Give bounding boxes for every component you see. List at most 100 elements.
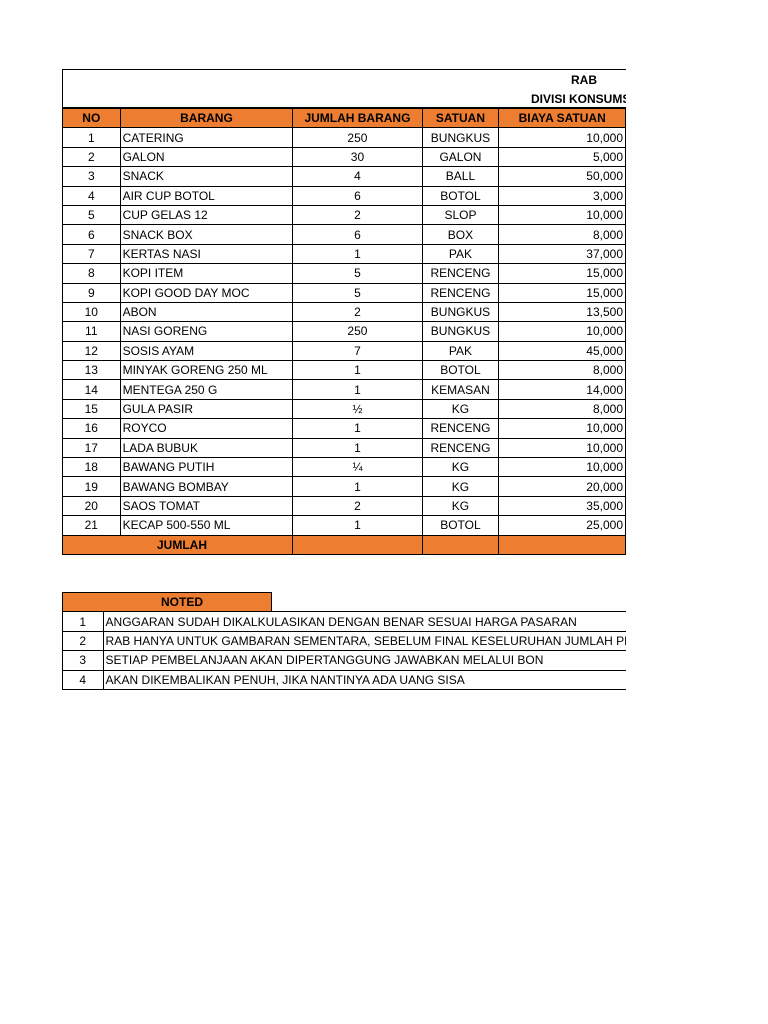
table-row: 14 MENTEGA 250 G 1 KEMASAN 14,000 xyxy=(62,379,626,400)
column-header: BARANG xyxy=(119,107,294,129)
table-cell: 2 xyxy=(292,204,423,226)
table-cell: 3,000 xyxy=(498,185,626,206)
note-text: SETIAP PEMBELANJAAN AKAN DIPERTANGGUNG J… xyxy=(102,650,626,671)
table-row: 4 AIR CUP BOTOL 6 BOTOL 3,000 xyxy=(62,185,626,206)
table-cell: BOTOL xyxy=(421,185,500,206)
table-cell: 37,000 xyxy=(498,243,626,265)
table-cell: 20,000 xyxy=(498,476,626,497)
table-cell: 8,000 xyxy=(498,398,626,420)
table-cell: KOPI ITEM xyxy=(119,263,294,284)
table-cell: 10,000 xyxy=(498,457,626,478)
note-text: AKAN DIKEMBALIKAN PENUH, JIKA NANTINYA A… xyxy=(102,669,626,690)
total-row: JUMLAH xyxy=(62,534,626,555)
table-cell: SLOP xyxy=(421,204,500,226)
table-row: 5 CUP GELAS 12 2 SLOP 10,000 xyxy=(62,204,626,226)
note-number: 2 xyxy=(62,630,104,652)
table-row: 19 BAWANG BOMBAY 1 KG 20,000 xyxy=(62,476,626,497)
table-cell: 6 xyxy=(292,185,423,206)
table-cell: CUP GELAS 12 xyxy=(119,204,294,226)
table-row: 16 ROYCO 1 RENCENG 10,000 xyxy=(62,418,626,439)
table-cell: 3 xyxy=(62,166,121,187)
table-cell: 18 xyxy=(62,457,121,478)
table-cell: 45,000 xyxy=(498,340,626,362)
table-cell: 8,000 xyxy=(498,224,626,245)
table-cell: 1 xyxy=(292,379,423,400)
table-cell: MINYAK GORENG 250 ML xyxy=(119,360,294,381)
table-row: 3 SNACK 4 BALL 50,000 xyxy=(62,166,626,187)
table-cell: 50,000 xyxy=(498,166,626,187)
table-cell: 250 xyxy=(292,321,423,342)
table-cell: GALON xyxy=(421,146,500,168)
table-cell: ¼ xyxy=(292,457,423,478)
table-cell: 35,000 xyxy=(498,495,626,517)
table-cell: 6 xyxy=(62,224,121,245)
table-cell: RENCENG xyxy=(421,282,500,303)
table-cell: PAK xyxy=(421,243,500,265)
table-cell: ½ xyxy=(292,398,423,420)
table-cell: 25,000 xyxy=(498,515,626,536)
table-title: RAB DIVISI KONSUMS xyxy=(62,69,626,108)
table-cell: BOTOL xyxy=(421,360,500,381)
column-header: BIAYA SATUAN xyxy=(498,107,626,129)
table-cell: MENTEGA 250 G xyxy=(119,379,294,400)
table-cell: RENCENG xyxy=(421,437,500,459)
table-cell: KOPI GOOD DAY MOC xyxy=(119,282,294,303)
table-cell: 20 xyxy=(62,495,121,517)
table-cell: 9 xyxy=(62,282,121,303)
notes-table: NOTED 1 ANGGARAN SUDAH DIKALKULASIKAN DENG… xyxy=(62,592,626,690)
table-cell: 15,000 xyxy=(498,282,626,303)
table-cell: SNACK xyxy=(119,166,294,187)
table-cell: 12 xyxy=(62,340,121,362)
table-row: 18 BAWANG PUTIH ¼ KG 10,000 xyxy=(62,457,626,478)
table-row: 8 KOPI ITEM 5 RENCENG 15,000 xyxy=(62,263,626,284)
notes-header: NOTED xyxy=(62,592,272,613)
table-row: 13 MINYAK GORENG 250 ML 1 BOTOL 8,000 xyxy=(62,360,626,381)
table-cell: KG xyxy=(421,476,500,497)
subtitle: DIVISI KONSUMS xyxy=(531,92,626,106)
note-number: 4 xyxy=(62,669,104,690)
table-cell: 19 xyxy=(62,476,121,497)
note-text: ANGGARAN SUDAH DIKALKULASIKAN DENGAN BEN… xyxy=(102,611,626,632)
table-cell: AIR CUP BOTOL xyxy=(119,185,294,206)
table-cell: 13,500 xyxy=(498,301,626,323)
table-cell: 1 xyxy=(292,515,423,536)
table-cell: 10,000 xyxy=(498,127,626,148)
column-header: SATUAN xyxy=(421,107,500,129)
table-row: 17 LADA BUBUK 1 RENCENG 10,000 xyxy=(62,437,626,459)
table-cell: LADA BUBUK xyxy=(119,437,294,459)
table-cell: 15,000 xyxy=(498,263,626,284)
table-cell: 2 xyxy=(292,301,423,323)
table-cell: 14 xyxy=(62,379,121,400)
note-number: 3 xyxy=(62,650,104,671)
table-cell: KECAP 500-550 ML xyxy=(119,515,294,536)
table-cell: 250 xyxy=(292,127,423,148)
note-number: 1 xyxy=(62,611,104,632)
table-row: 11 NASI GORENG 250 BUNGKUS 10,000 xyxy=(62,321,626,342)
table-row: 12 SOSIS AYAM 7 PAK 45,000 xyxy=(62,340,626,362)
table-cell: BOTOL xyxy=(421,515,500,536)
budget-table: NO BARANG JUMLAH BARANG SATUAN BIAYA SATUAN 1… xyxy=(62,107,626,555)
table-cell: 4 xyxy=(62,185,121,206)
table-cell: 7 xyxy=(62,243,121,265)
table-cell: BUNGKUS xyxy=(421,127,500,148)
table-cell: 1 xyxy=(62,127,121,148)
table-cell: KERTAS NASI xyxy=(119,243,294,265)
table-cell: 5 xyxy=(292,263,423,284)
table-row: 6 SNACK BOX 6 BOX 8,000 xyxy=(62,224,626,245)
table-cell: 13 xyxy=(62,360,121,381)
table-cell: RENCENG xyxy=(421,263,500,284)
table-cell: 1 xyxy=(292,360,423,381)
total-label: JUMLAH xyxy=(62,534,294,555)
table-cell: 1 xyxy=(292,418,423,439)
table-cell: BUNGKUS xyxy=(421,301,500,323)
note-row: 2 RAB HANYA UNTUK GAMBARAN SEMENTARA, SEB… xyxy=(62,630,626,652)
table-cell xyxy=(292,534,423,555)
table-cell: KEMASAN xyxy=(421,379,500,400)
table-cell: 7 xyxy=(292,340,423,362)
table-cell: 10,000 xyxy=(498,204,626,226)
column-header: JUMLAH BARANG xyxy=(292,107,423,129)
table-row: 1 CATERING 250 BUNGKUS 10,000 xyxy=(62,127,626,148)
table-cell: 6 xyxy=(292,224,423,245)
table-cell xyxy=(498,534,626,555)
table-cell: SOSIS AYAM xyxy=(119,340,294,362)
